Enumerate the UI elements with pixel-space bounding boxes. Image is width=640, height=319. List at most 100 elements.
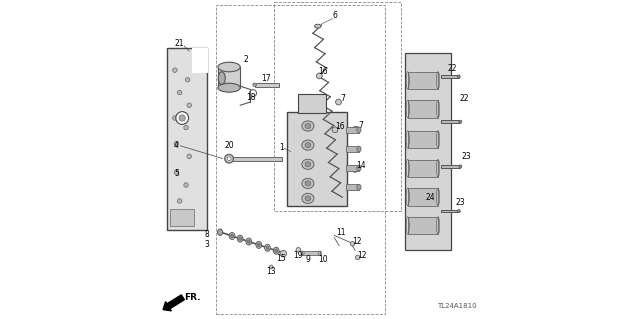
Text: 20: 20 xyxy=(224,141,234,150)
Ellipse shape xyxy=(257,243,260,247)
Text: FR.: FR. xyxy=(184,293,201,302)
Text: TL24A1810: TL24A1810 xyxy=(437,303,477,308)
Ellipse shape xyxy=(357,165,361,171)
Bar xyxy=(408,217,438,234)
Ellipse shape xyxy=(246,238,252,245)
Ellipse shape xyxy=(355,255,360,260)
Bar xyxy=(298,94,326,113)
Bar xyxy=(408,131,438,148)
Circle shape xyxy=(186,78,190,82)
Bar xyxy=(218,67,240,88)
Ellipse shape xyxy=(218,72,225,85)
Ellipse shape xyxy=(302,121,314,131)
Circle shape xyxy=(187,103,191,108)
Ellipse shape xyxy=(302,178,314,189)
Circle shape xyxy=(173,116,177,120)
Circle shape xyxy=(184,125,188,130)
Bar xyxy=(441,75,459,78)
Ellipse shape xyxy=(458,210,460,212)
Ellipse shape xyxy=(302,193,314,204)
Ellipse shape xyxy=(248,240,250,243)
Circle shape xyxy=(332,127,338,133)
Ellipse shape xyxy=(357,184,361,190)
Ellipse shape xyxy=(459,120,462,123)
Text: 7: 7 xyxy=(340,94,346,103)
Ellipse shape xyxy=(305,123,311,129)
Ellipse shape xyxy=(305,143,311,148)
Ellipse shape xyxy=(218,62,240,72)
Text: 2: 2 xyxy=(244,55,248,63)
Text: 9: 9 xyxy=(306,255,310,263)
Bar xyxy=(303,251,320,255)
Circle shape xyxy=(335,99,341,105)
Text: 17: 17 xyxy=(261,74,271,83)
Text: 12: 12 xyxy=(352,237,362,246)
Ellipse shape xyxy=(225,154,234,163)
Text: 8: 8 xyxy=(204,230,209,239)
Ellipse shape xyxy=(269,265,273,269)
Text: 11: 11 xyxy=(337,228,346,237)
Ellipse shape xyxy=(350,241,355,246)
Text: 16: 16 xyxy=(335,122,344,130)
Text: 16: 16 xyxy=(318,67,328,76)
Text: 24: 24 xyxy=(425,193,435,202)
Ellipse shape xyxy=(237,235,243,242)
Bar xyxy=(287,112,347,206)
Bar xyxy=(346,184,359,190)
Circle shape xyxy=(280,250,287,257)
Bar xyxy=(226,157,282,161)
Bar xyxy=(346,165,359,171)
Circle shape xyxy=(174,141,179,146)
Ellipse shape xyxy=(315,24,321,28)
Ellipse shape xyxy=(218,83,240,92)
Ellipse shape xyxy=(305,196,311,201)
Text: 10: 10 xyxy=(317,255,328,264)
Circle shape xyxy=(184,183,188,187)
Text: 22: 22 xyxy=(460,94,469,103)
Bar xyxy=(255,83,278,87)
Text: 23: 23 xyxy=(456,198,465,207)
Text: 5: 5 xyxy=(174,169,179,178)
Ellipse shape xyxy=(275,249,278,252)
Ellipse shape xyxy=(253,83,257,87)
Ellipse shape xyxy=(264,244,270,251)
Bar xyxy=(441,210,459,212)
Circle shape xyxy=(353,126,358,132)
Bar xyxy=(170,209,194,226)
Bar xyxy=(346,127,359,133)
Circle shape xyxy=(179,115,186,121)
Bar xyxy=(441,165,460,168)
Text: 15: 15 xyxy=(276,254,286,263)
Text: 18: 18 xyxy=(246,93,256,102)
Bar xyxy=(408,72,438,89)
Ellipse shape xyxy=(305,162,311,167)
Ellipse shape xyxy=(302,159,314,169)
Ellipse shape xyxy=(357,146,361,152)
Ellipse shape xyxy=(239,237,241,241)
Ellipse shape xyxy=(305,181,311,186)
Ellipse shape xyxy=(357,127,361,133)
Circle shape xyxy=(176,112,189,124)
Text: 6: 6 xyxy=(333,11,338,20)
Text: 22: 22 xyxy=(447,64,457,73)
Circle shape xyxy=(317,73,322,79)
Text: 4: 4 xyxy=(174,141,179,150)
Ellipse shape xyxy=(459,165,462,168)
Bar xyxy=(408,160,438,177)
Circle shape xyxy=(177,199,182,203)
Ellipse shape xyxy=(458,75,460,78)
Text: 19: 19 xyxy=(294,251,303,260)
Text: 1: 1 xyxy=(278,143,284,152)
Ellipse shape xyxy=(218,229,223,235)
Ellipse shape xyxy=(229,233,235,240)
Text: 3: 3 xyxy=(204,240,209,249)
Ellipse shape xyxy=(256,241,262,249)
Bar xyxy=(404,53,451,250)
Bar xyxy=(167,48,207,230)
Circle shape xyxy=(174,170,179,174)
Ellipse shape xyxy=(296,248,301,252)
Bar xyxy=(408,188,438,206)
Circle shape xyxy=(177,215,182,219)
Circle shape xyxy=(173,68,177,72)
Text: 13: 13 xyxy=(266,267,275,276)
